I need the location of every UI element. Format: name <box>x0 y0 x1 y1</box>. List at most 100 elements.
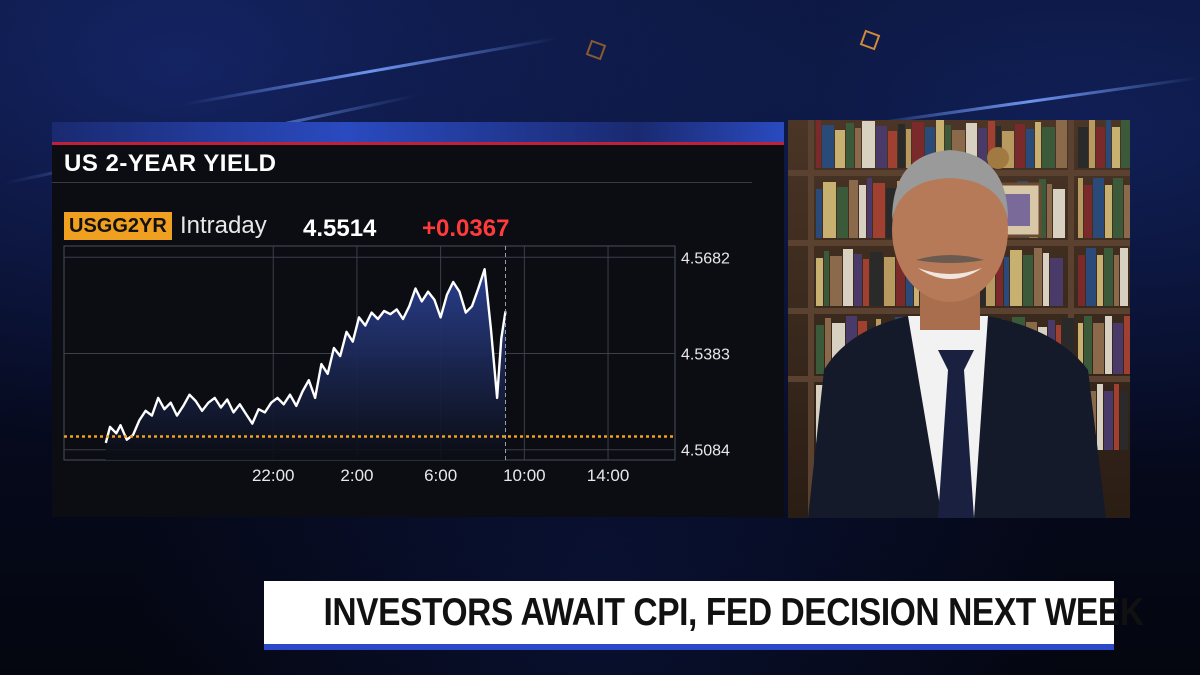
book-spine <box>1023 255 1033 306</box>
book-spine <box>1105 316 1112 374</box>
book-spine <box>843 249 853 306</box>
x-tick-label: 2:00 <box>340 466 373 485</box>
book-spine <box>1026 129 1034 168</box>
chart-panel: US 2-YEAR YIELD USGG2YR Intraday 4.5514 … <box>52 122 784 517</box>
book-spine <box>996 252 1003 306</box>
panel-accent-line <box>52 142 784 145</box>
book-spine <box>1113 323 1123 374</box>
panel-top-bar <box>52 122 784 142</box>
ticker-badge: USGG2YR <box>64 212 172 240</box>
book-spine <box>1078 178 1083 238</box>
book-spine <box>873 183 885 238</box>
book-spine <box>1047 184 1052 238</box>
book-spine <box>835 130 845 168</box>
chart-title: US 2-YEAR YIELD <box>64 150 277 177</box>
book-spine <box>966 123 977 168</box>
book-spine <box>898 124 905 168</box>
book-spine <box>1034 248 1042 306</box>
book-spine <box>863 259 869 306</box>
book-spine <box>846 123 854 168</box>
book-spine <box>859 185 866 238</box>
book-spine <box>1120 391 1128 450</box>
book-spine <box>936 120 944 168</box>
book-spine <box>1010 250 1022 306</box>
book-spine <box>912 122 924 168</box>
book-spine <box>837 187 848 238</box>
lower-third-banner: INVESTORS AWAIT CPI, FED DECISION NEXT W… <box>264 581 1145 650</box>
book-spine <box>888 131 897 168</box>
book-spine <box>1096 127 1105 168</box>
book-spine <box>1004 257 1009 306</box>
title-divider <box>52 182 752 183</box>
decorative-diamond-icon <box>585 39 607 61</box>
book-spine <box>816 325 824 374</box>
series-line <box>104 268 507 444</box>
headline-text: INVESTORS AWAIT CPI, FED DECISION NEXT W… <box>323 591 1145 634</box>
book-spine <box>1078 127 1088 168</box>
book-spine <box>1112 127 1120 168</box>
book-spine <box>1084 316 1092 374</box>
book-spine <box>855 128 861 168</box>
last-value: 4.5514 <box>303 215 377 242</box>
book-spine <box>816 258 823 306</box>
book-spine <box>1056 120 1067 168</box>
book-spine <box>1124 316 1130 374</box>
book-spine <box>1114 255 1119 306</box>
book-spine <box>996 126 1001 168</box>
book-spine <box>1086 248 1096 306</box>
book-spine <box>1121 120 1130 168</box>
decor-globe <box>987 147 1009 169</box>
book-spine <box>1114 384 1119 450</box>
book-spine <box>1124 185 1130 238</box>
y-tick-label: 4.5383 <box>681 346 730 363</box>
book-spine <box>830 256 842 306</box>
book-spine <box>823 182 836 238</box>
book-spine <box>876 126 887 168</box>
x-tick-label: 6:00 <box>424 466 457 485</box>
book-spine <box>824 251 829 306</box>
book-spine <box>1043 253 1049 306</box>
book-spine <box>1084 185 1092 238</box>
book-spine <box>886 188 896 238</box>
book-spine <box>986 259 995 306</box>
y-tick-label: 4.5682 <box>681 250 730 267</box>
x-tick-label: 10:00 <box>503 466 546 485</box>
book-spine <box>816 120 821 168</box>
book-spine <box>1093 323 1104 374</box>
book-spine <box>906 129 911 168</box>
book-spine <box>1097 384 1103 450</box>
book-spine <box>896 250 905 306</box>
book-spine <box>822 125 834 168</box>
book-spine <box>1035 122 1041 168</box>
guest-video-illustration <box>788 120 1130 518</box>
y-tick-label: 4.5084 <box>681 443 730 460</box>
book-spine <box>816 189 822 238</box>
book-spine <box>1015 124 1025 168</box>
book-spine <box>1089 120 1095 168</box>
book-spine <box>1078 323 1083 374</box>
guest-figure <box>808 150 1106 518</box>
book-spine <box>1042 127 1055 168</box>
book-spine <box>1097 255 1103 306</box>
book-spine <box>1093 178 1104 238</box>
book-spine <box>854 254 862 306</box>
book-spine <box>867 178 872 238</box>
series-area <box>105 269 506 460</box>
yield-chart: 22:00 2:00 6:00 10:00 14:00 4.5682 4.5383 4.508… <box>63 245 730 485</box>
period-label: Intraday <box>180 212 267 239</box>
book-spine <box>1078 255 1085 306</box>
x-tick-label: 22:00 <box>252 466 295 485</box>
book-spine <box>1113 178 1123 238</box>
book-spine <box>1039 179 1046 238</box>
book-spine <box>1105 185 1112 238</box>
book-spine <box>825 318 831 374</box>
book-spine <box>849 180 858 238</box>
book-spine <box>1104 248 1113 306</box>
book-spine <box>1050 258 1063 306</box>
book-spine <box>1120 248 1128 306</box>
book-spine <box>862 121 875 168</box>
book-spine <box>978 128 987 168</box>
book-spine <box>1106 120 1111 168</box>
decorative-diamond-icon <box>859 29 881 51</box>
change-value: +0.0367 <box>422 215 510 242</box>
